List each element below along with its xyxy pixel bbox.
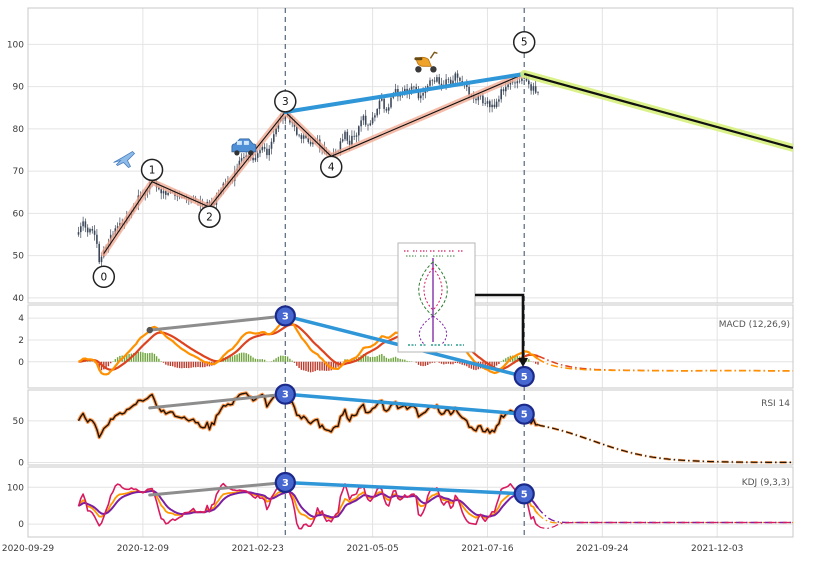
scooter-icon	[414, 51, 438, 73]
rsi-panel-label: RSI 14	[761, 399, 790, 409]
svg-text:0: 0	[100, 271, 107, 283]
macd-panel-label: MACD (12,26,9)	[718, 320, 790, 330]
kdj-k-forecast-line	[537, 513, 793, 524]
macd-marker-5: 5	[513, 365, 535, 388]
wave-marker-1: 1	[140, 158, 164, 182]
inset-box	[397, 242, 476, 353]
svg-text:3: 3	[282, 96, 289, 108]
x-tick-label: 2021-02-23	[232, 544, 284, 554]
rsi-marker-3: 3	[274, 383, 296, 405]
svg-text:2: 2	[206, 211, 213, 223]
y-tick-label: 70	[13, 167, 25, 177]
rsi-marker-5: 5	[513, 403, 535, 425]
kdj-trend-line-3-5	[283, 480, 526, 496]
y-tick-label: 100	[7, 483, 24, 493]
svg-text:5: 5	[521, 372, 528, 383]
y-tick-label: 4	[18, 314, 24, 324]
x-tick-label: 2021-12-03	[691, 544, 743, 554]
y-tick-label: 50	[13, 252, 25, 262]
y-tick-label: 40	[13, 294, 25, 304]
y-tick-label: 0	[18, 358, 24, 368]
macd-signal-forecast-line	[537, 355, 793, 372]
airplane-icon	[113, 150, 136, 168]
svg-text:5: 5	[521, 410, 528, 421]
car-icon	[231, 138, 257, 156]
wave-marker-3: 3	[274, 90, 297, 113]
rsi-line	[77, 391, 539, 439]
x-tick-label: 2020-09-29	[2, 544, 55, 554]
x-tick-label: 2021-07-16	[461, 544, 514, 554]
x-tick-label: 2020-12-09	[117, 544, 170, 554]
price-trend-line-3-5	[283, 71, 527, 114]
rsi-forecast-line	[537, 424, 793, 463]
macd-connector-dot	[146, 326, 153, 334]
macd-gray-connector	[148, 314, 287, 332]
wave-marker-4: 4	[319, 155, 343, 179]
svg-text:1: 1	[149, 164, 156, 176]
kdj-gray-connector	[148, 480, 287, 497]
svg-text:5: 5	[521, 489, 528, 500]
kdj-panel-frame: 0 100	[7, 466, 794, 538]
kdj-panel-border	[27, 466, 794, 538]
wave-marker-2: 2	[198, 205, 221, 229]
kdj-d-forecast-line	[537, 507, 793, 524]
rsi-halo-forecast-line	[537, 423, 793, 464]
rsi-panel-series	[76, 390, 793, 464]
rsi-panel-border	[27, 389, 794, 466]
svg-text:4: 4	[328, 161, 335, 173]
kdj-d-line	[78, 489, 539, 519]
forecast-line	[523, 72, 793, 149]
inset-arrowhead	[518, 358, 528, 367]
kdj-marker-3: 3	[274, 471, 296, 494]
wave-marker-5: 5	[512, 30, 536, 54]
y-tick-label: 50	[13, 417, 25, 427]
svg-text:5: 5	[521, 37, 528, 49]
wave-marker-0: 0	[92, 265, 116, 289]
svg-text:3: 3	[282, 311, 289, 322]
y-tick-label: 0	[18, 520, 24, 530]
y-tick-label: 100	[7, 40, 24, 50]
x-tick-label: 2021-09-24	[576, 544, 629, 554]
kdj-j-line	[77, 482, 539, 530]
rsi-panel-frame: 0 50	[13, 389, 794, 469]
price-icons	[113, 51, 438, 168]
x-axis-labels: 2020-09-29 2020-12-09 2021-02-23 2021-05-05…	[2, 544, 744, 554]
rsi-gray-connector	[148, 392, 287, 410]
kdj-panel-label: KDJ (9,3,3)	[741, 478, 790, 488]
macd-forecast-line	[537, 358, 793, 372]
y-tick-label: 0	[18, 459, 24, 469]
elliott-wave-line	[103, 73, 525, 254]
x-tick-label: 2021-05-05	[346, 544, 398, 554]
svg-text:3: 3	[282, 478, 289, 489]
inset-arrow	[475, 293, 525, 360]
y-tick-label: 2	[18, 336, 24, 346]
kdj-j-forecast-line	[537, 521, 793, 530]
rsi-trend-line-3-5	[283, 392, 526, 416]
macd-marker-3: 3	[274, 305, 296, 327]
y-tick-label: 90	[13, 83, 25, 93]
price-panel	[77, 69, 793, 267]
inset-magnifier	[397, 242, 528, 367]
y-tick-label: 80	[13, 125, 25, 135]
y-tick-label: 60	[13, 209, 25, 219]
kdj-marker-5: 5	[513, 483, 535, 505]
svg-text:3: 3	[282, 390, 289, 401]
